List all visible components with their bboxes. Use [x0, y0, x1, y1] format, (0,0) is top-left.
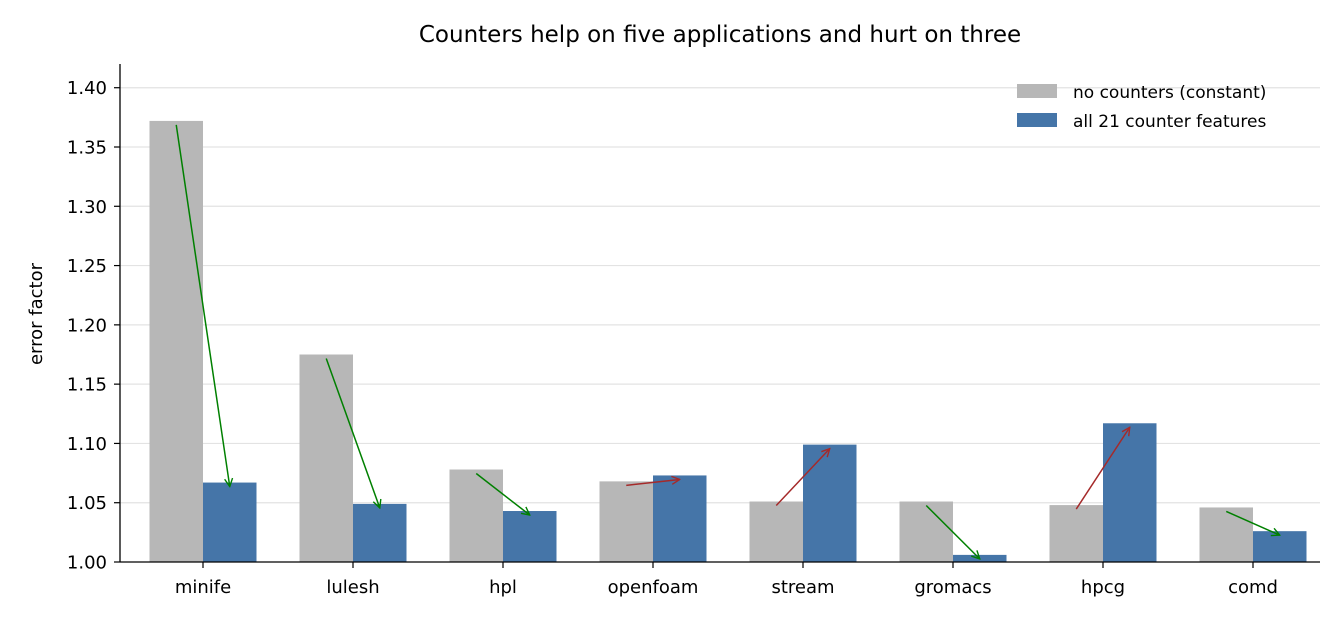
chart-title: Counters help on five applications and h… — [419, 22, 1021, 48]
bar-hpcg-no-counters — [1049, 505, 1103, 562]
y-tick-label: 1.40 — [67, 78, 107, 99]
bar-minife-all-counters — [203, 482, 257, 562]
bar-stream-all-counters — [803, 444, 857, 562]
arrow-comd — [1225, 510, 1280, 535]
x-tick-label-hpcg: hpcg — [1081, 577, 1125, 598]
x-tick-label-stream: stream — [771, 577, 834, 598]
arrow-stream — [775, 449, 830, 507]
bar-openfoam-all-counters — [653, 475, 707, 562]
bar-stream-no-counters — [749, 501, 803, 562]
arrow-hpl — [475, 472, 530, 516]
y-tick-label: 1.20 — [67, 315, 107, 336]
bar-hpl-all-counters — [503, 511, 557, 562]
x-tick-label-lulesh: lulesh — [326, 577, 379, 598]
x-tick-label-hpl: hpl — [489, 577, 517, 598]
bar-minife-no-counters — [149, 120, 203, 563]
y-tick-label: 1.15 — [67, 375, 107, 396]
y-tick-label: 1.05 — [67, 493, 107, 514]
arrow-lulesh — [325, 358, 380, 508]
legend-swatch-all-counters — [1017, 113, 1057, 127]
y-tick-label: 1.00 — [67, 553, 107, 574]
y-tick-label: 1.30 — [67, 197, 107, 218]
x-tick-label-comd: comd — [1228, 577, 1278, 598]
bar-gromacs-no-counters — [899, 501, 953, 562]
bar-hpl-no-counters — [449, 469, 503, 562]
arrow-minife — [175, 124, 230, 487]
y-tick-labels: 1.00 1.05 1.10 1.15 1.20 1.25 1.30 1.35 1.40 — [67, 78, 120, 574]
y-tick-label: 1.10 — [67, 434, 107, 455]
bars — [149, 120, 1307, 563]
arrow-openfoam — [626, 479, 680, 487]
change-arrows — [175, 124, 1280, 559]
x-tick-label-openfoam: openfoam — [608, 577, 699, 598]
bar-openfoam-no-counters — [599, 481, 653, 562]
bar-comd-all-counters — [1253, 531, 1307, 562]
legend-label-all-counters: all 21 counter features — [1073, 112, 1266, 132]
bar-lulesh-all-counters — [353, 503, 407, 562]
x-tick-label-minife: minife — [175, 577, 231, 598]
bar-lulesh-no-counters — [299, 354, 353, 562]
legend-label-no-counters: no counters (constant) — [1073, 83, 1266, 103]
x-tick-labels: minife lulesh hpl openfoam stream gromacs hpcg… — [175, 562, 1278, 598]
arrow-gromacs — [925, 504, 980, 559]
x-tick-label-gromacs: gromacs — [914, 577, 991, 598]
bar-comd-no-counters — [1199, 507, 1253, 562]
y-axis-label: error factor — [26, 262, 47, 365]
legend: no counters (constant) all 21 counter fe… — [1017, 83, 1266, 132]
bar-hpcg-all-counters — [1103, 423, 1157, 562]
y-tick-label: 1.25 — [67, 256, 107, 277]
arrow-hpcg — [1075, 427, 1130, 510]
y-tick-label: 1.35 — [67, 138, 107, 159]
legend-swatch-no-counters — [1017, 84, 1057, 98]
